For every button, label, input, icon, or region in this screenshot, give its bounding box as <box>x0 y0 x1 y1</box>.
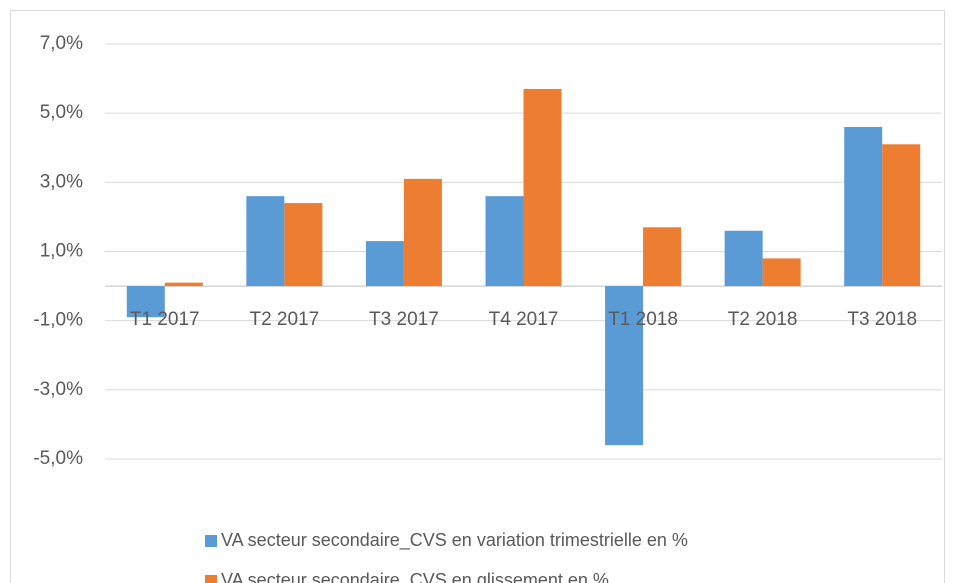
y-tick-label: -3,0% <box>33 379 83 400</box>
x-tick-label: T1 2018 <box>608 309 678 330</box>
legend-label: VA secteur secondaire_CVS en variation t… <box>221 530 688 551</box>
y-tick-label: 5,0% <box>40 102 83 123</box>
x-tick-label: T3 2017 <box>369 309 439 330</box>
bar <box>284 203 323 287</box>
bar <box>882 144 921 287</box>
bar <box>365 241 404 287</box>
bar <box>164 282 203 287</box>
bar <box>643 227 682 287</box>
x-tick-label: T2 2018 <box>728 309 798 330</box>
bar <box>523 88 562 287</box>
legend-label: VA secteur secondaire_CVS en glissement … <box>221 570 609 583</box>
y-tick-label: -5,0% <box>33 448 83 469</box>
y-tick-label: 1,0% <box>40 241 83 262</box>
bar <box>126 286 165 318</box>
chart-border <box>10 10 945 583</box>
legend-swatch <box>205 535 217 547</box>
y-tick-label: -1,0% <box>33 310 83 331</box>
y-tick-label: 3,0% <box>40 171 83 192</box>
bar <box>605 286 644 446</box>
bar <box>724 230 763 287</box>
y-tick-label: 7,0% <box>40 33 83 54</box>
x-tick-label: T3 2018 <box>847 309 917 330</box>
bar <box>246 196 285 287</box>
bar <box>844 127 883 287</box>
x-tick-label: T4 2017 <box>489 309 559 330</box>
bar <box>403 178 442 287</box>
bar <box>762 258 801 287</box>
legend-swatch <box>205 575 217 583</box>
x-tick-label: T2 2017 <box>249 309 319 330</box>
x-tick-label: T1 2017 <box>130 309 200 330</box>
bar <box>485 196 524 287</box>
